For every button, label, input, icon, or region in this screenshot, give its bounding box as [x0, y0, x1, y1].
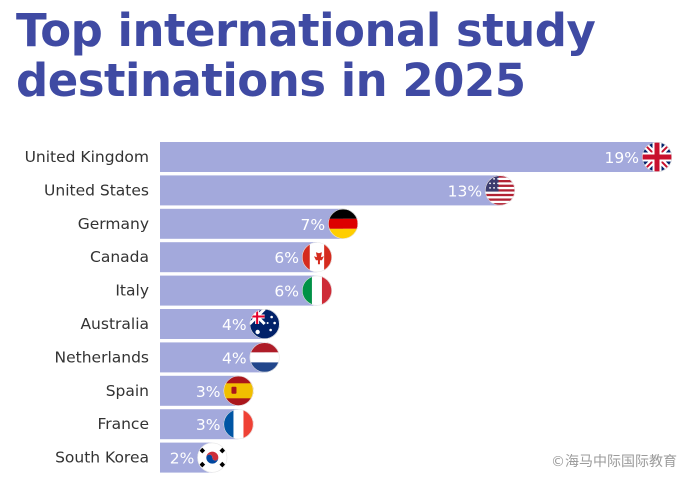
netherlands-flag-icon	[249, 342, 280, 373]
value-label: 19%	[605, 149, 639, 167]
category-label: United States	[44, 181, 149, 199]
value-label: 4%	[222, 349, 247, 367]
category-label: Australia	[80, 315, 149, 333]
bar	[160, 142, 657, 172]
category-label: France	[97, 415, 149, 433]
value-label: 6%	[274, 249, 299, 267]
category-label: United Kingdom	[25, 148, 149, 166]
value-label: 4%	[222, 316, 247, 334]
value-label: 3%	[196, 416, 221, 434]
category-label: Netherlands	[55, 348, 149, 366]
bar	[160, 309, 265, 339]
bar	[160, 275, 317, 306]
spain-flag-icon	[223, 375, 254, 406]
canada-flag-icon	[301, 242, 332, 273]
bar	[160, 208, 344, 239]
watermark-text: ©海马中际国际教育	[551, 454, 677, 470]
bar	[160, 242, 317, 273]
category-label: Canada	[90, 248, 149, 266]
uk-flag-icon	[641, 142, 672, 173]
value-label: 2%	[170, 450, 195, 468]
value-label: 13%	[448, 182, 482, 200]
bar	[160, 175, 501, 206]
category-label: Italy	[115, 282, 149, 300]
category-label: Spain	[106, 382, 149, 400]
germany-flag-icon	[328, 208, 359, 239]
france-flag-icon	[223, 409, 254, 440]
value-label: 7%	[301, 216, 326, 234]
bar	[160, 342, 265, 373]
category-label: Germany	[78, 215, 149, 233]
australia-flag-icon	[249, 308, 280, 339]
value-label: 6%	[274, 283, 299, 301]
value-label: 3%	[196, 383, 221, 401]
south-korea-flag-icon	[197, 442, 228, 473]
page-title: Top international study destinations in …	[16, 4, 596, 107]
category-label: South Korea	[55, 449, 149, 467]
italy-flag-icon	[301, 275, 332, 306]
